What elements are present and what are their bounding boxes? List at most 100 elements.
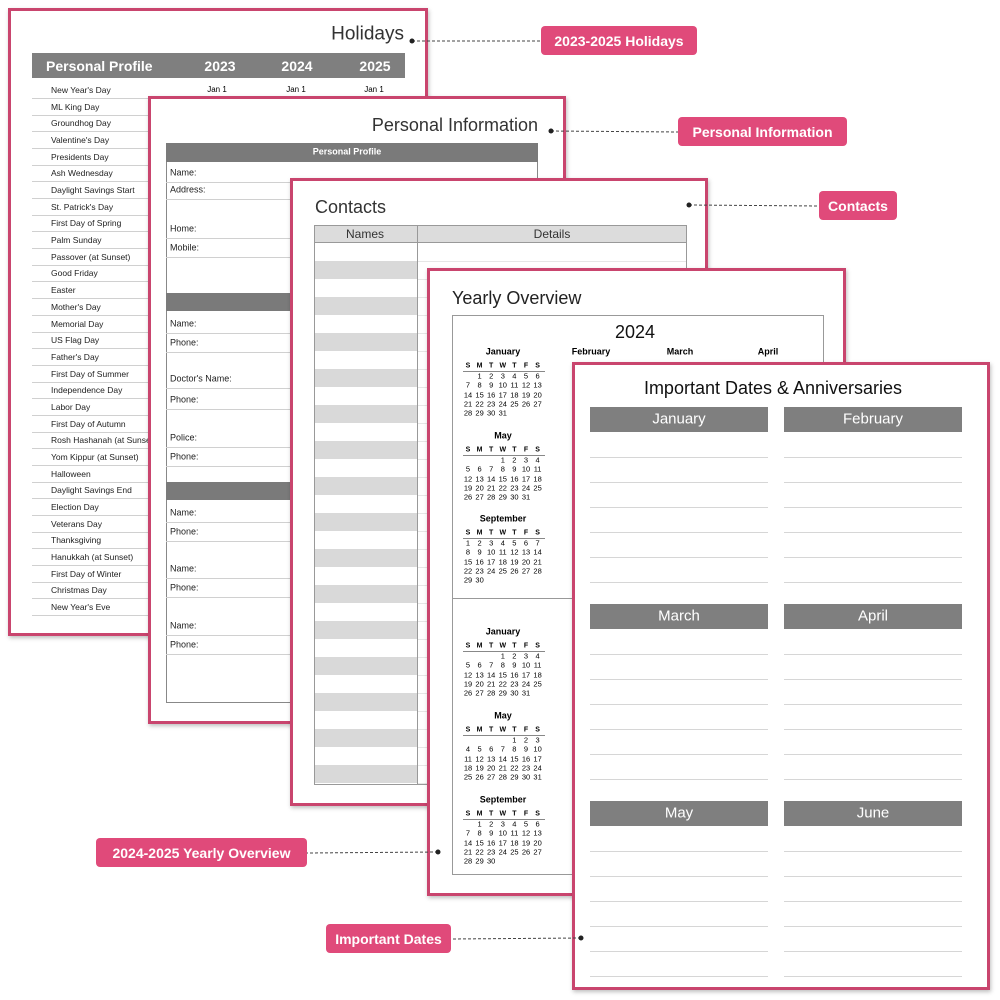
day: 11	[464, 753, 472, 763]
day: 10	[487, 547, 496, 557]
day: 5	[523, 371, 529, 381]
day: 13	[521, 547, 531, 557]
day: 19	[475, 763, 484, 773]
column-header: Names	[345, 227, 385, 241]
rule	[590, 532, 768, 533]
connector-dot	[686, 202, 692, 208]
weekday: S	[535, 726, 540, 734]
holiday-name: Passover (at Sunset)	[51, 251, 131, 262]
weekday: S	[465, 810, 471, 818]
day: 23	[521, 763, 531, 773]
day: 18	[510, 837, 519, 847]
rule	[590, 876, 768, 877]
day: 18	[533, 473, 542, 483]
rule	[784, 704, 962, 705]
rule	[590, 976, 768, 977]
day: 14	[487, 473, 496, 483]
holiday-name: Groundhog Day	[51, 118, 112, 129]
day: 11	[510, 380, 519, 390]
day: 27	[475, 492, 484, 502]
rule	[590, 729, 768, 730]
day: 19	[510, 556, 519, 566]
row-stripe	[315, 405, 417, 423]
month-name: January	[652, 410, 706, 428]
day: 7	[465, 380, 471, 390]
row-stripe	[315, 765, 417, 783]
rule	[590, 679, 768, 680]
day: 10	[533, 744, 542, 754]
day: 2	[489, 371, 494, 381]
holiday-date: Jan 1	[207, 85, 227, 94]
day: 5	[465, 464, 471, 474]
day: 16	[487, 837, 496, 847]
month-bar	[784, 801, 962, 826]
rule	[784, 482, 962, 483]
callout: Personal Information	[678, 117, 847, 146]
holiday-name: Father's Day	[51, 351, 99, 362]
month-name: February	[571, 346, 611, 357]
day: 20	[533, 389, 542, 399]
month-name: April	[757, 346, 779, 357]
month-name: September	[479, 513, 527, 524]
weekday: W	[499, 642, 507, 650]
callout: Contacts	[819, 191, 897, 220]
holiday-name: ML King Day	[51, 101, 100, 112]
weekday: T	[489, 726, 494, 734]
day: 12	[463, 669, 473, 679]
rule	[590, 482, 768, 483]
weekday: F	[523, 726, 529, 734]
page-title: Yearly Overview	[452, 288, 582, 308]
holiday-name: First Day of Summer	[51, 368, 129, 379]
field-label: Mobile:	[170, 242, 200, 253]
day: 9	[489, 828, 494, 838]
weekday: S	[535, 810, 540, 818]
day: 6	[477, 660, 482, 670]
day: 18	[510, 389, 519, 399]
holiday-name: Thanksgiving	[51, 535, 102, 546]
day: 26	[521, 399, 531, 409]
day: 20	[475, 483, 484, 493]
table-header: Personal Profile	[46, 58, 153, 74]
row-stripe	[315, 297, 417, 315]
day: 7	[465, 828, 471, 838]
rule	[590, 851, 768, 852]
weekday: S	[465, 529, 471, 537]
month-bar	[590, 801, 768, 826]
day: 16	[510, 473, 519, 483]
day: 12	[463, 473, 473, 483]
field-label: Address:	[170, 184, 206, 195]
day: 19	[463, 679, 473, 689]
day: 14	[498, 753, 507, 763]
table-header: 2024	[281, 58, 313, 74]
day: 3	[535, 735, 540, 745]
day: 15	[498, 473, 507, 483]
holiday-name: New Year's Day	[51, 84, 111, 95]
day: 16	[510, 669, 519, 679]
row-stripe	[315, 369, 417, 387]
day: 9	[489, 380, 494, 390]
rule	[784, 926, 962, 927]
rule	[784, 729, 962, 730]
day: 22	[498, 483, 507, 493]
day: 14	[487, 669, 496, 679]
field-label: Home:	[170, 223, 197, 234]
field-label: Name:	[170, 167, 197, 178]
rule	[463, 819, 545, 820]
day: 20	[475, 679, 484, 689]
day: 23	[510, 679, 519, 689]
rule	[463, 735, 545, 736]
day: 4	[512, 371, 517, 381]
day: 1	[477, 371, 482, 381]
holiday-name: Daylight Savings End	[51, 485, 132, 496]
day: 8	[477, 380, 482, 390]
day: 1	[512, 735, 517, 745]
day: 30	[487, 408, 496, 418]
day: 28	[498, 772, 507, 782]
rule	[590, 926, 768, 927]
holiday-name: Ash Wednesday	[51, 168, 113, 179]
day: 2	[512, 651, 517, 661]
day: 28	[463, 856, 473, 866]
day: 29	[498, 688, 507, 698]
weekday: T	[489, 642, 494, 650]
